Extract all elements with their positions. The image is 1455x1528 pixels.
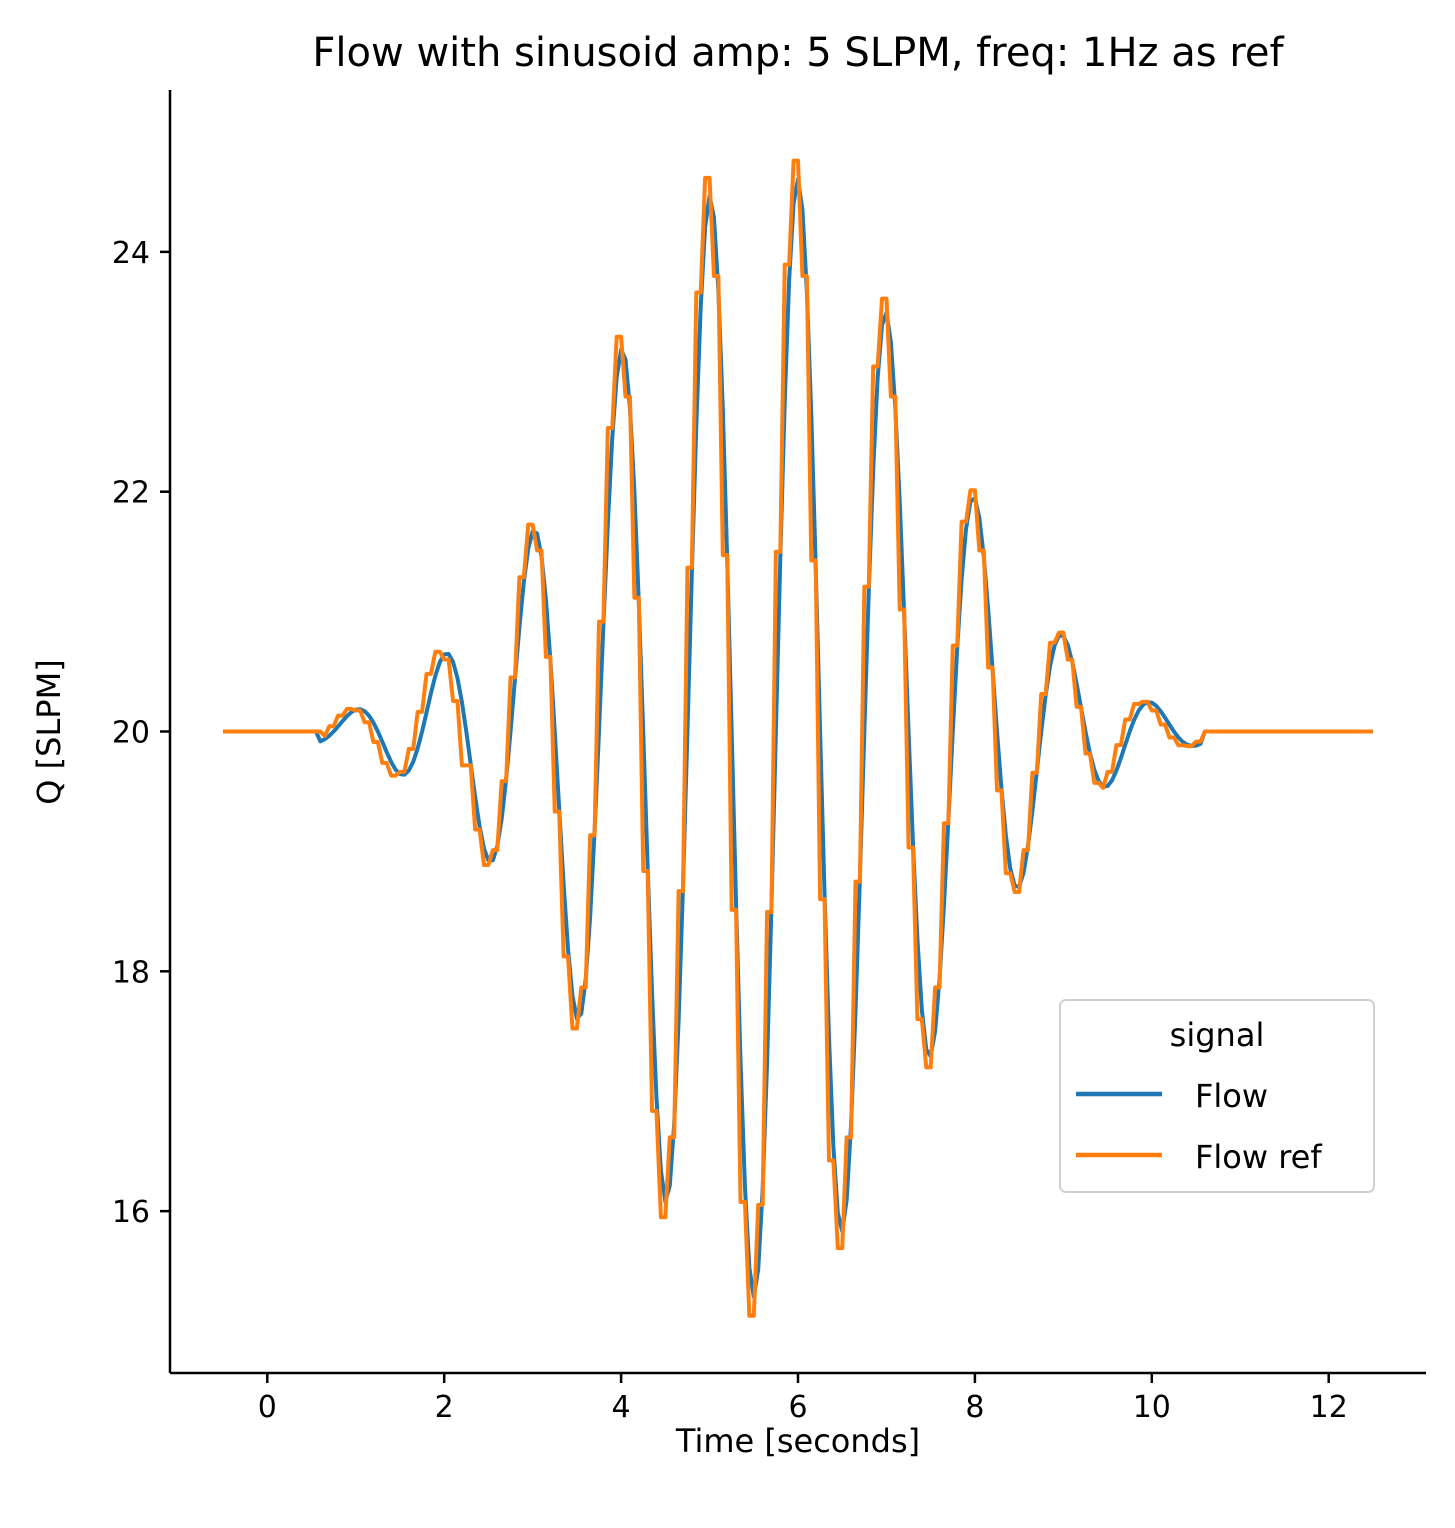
x-tick-label: 10 bbox=[1133, 1390, 1171, 1425]
legend-title: signal bbox=[1170, 1016, 1265, 1054]
x-tick-label: 8 bbox=[965, 1390, 984, 1425]
y-axis-label: Q [SLPM] bbox=[30, 659, 68, 804]
y-tick-label: 16 bbox=[112, 1195, 150, 1230]
x-tick-label: 2 bbox=[435, 1390, 454, 1425]
y-tick-label: 22 bbox=[112, 476, 150, 511]
legend-label-flow: Flow bbox=[1195, 1077, 1268, 1115]
chart-title: Flow with sinusoid amp: 5 SLPM, freq: 1H… bbox=[312, 30, 1284, 76]
y-tick-label: 20 bbox=[112, 716, 150, 751]
y-tick-label: 18 bbox=[112, 955, 150, 990]
x-tick-label: 0 bbox=[258, 1390, 277, 1425]
legend: signal Flow Flow ref bbox=[1060, 1000, 1374, 1192]
x-tick-label: 4 bbox=[612, 1390, 631, 1425]
legend-label-flow-ref: Flow ref bbox=[1195, 1138, 1322, 1176]
x-tick-label: 6 bbox=[788, 1390, 807, 1425]
x-tick-label: 12 bbox=[1310, 1390, 1348, 1425]
x-axis-label: Time [seconds] bbox=[675, 1422, 920, 1460]
y-tick-label: 24 bbox=[112, 236, 150, 271]
